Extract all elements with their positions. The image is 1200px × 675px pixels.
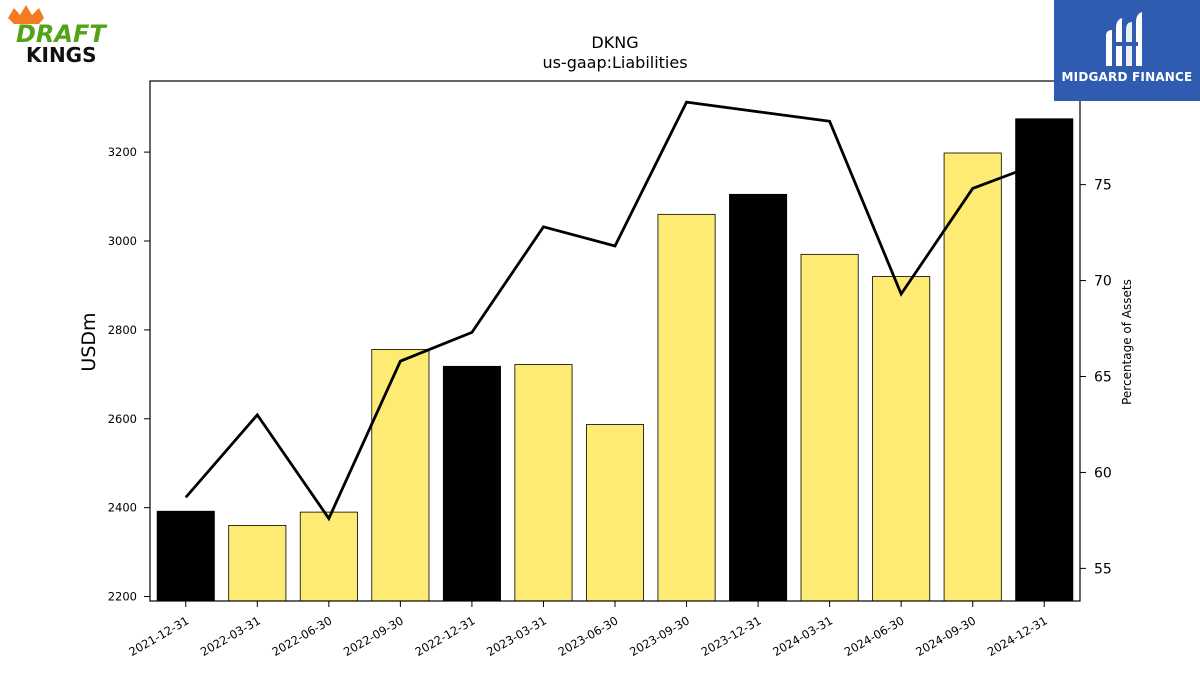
x-tick-label: 2022-06-30 bbox=[269, 613, 334, 659]
bar-2024-06-30 bbox=[872, 276, 931, 602]
percentage-line bbox=[184, 100, 1045, 522]
chart-subtitle: us-gaap:Liabilities bbox=[542, 53, 687, 72]
draftkings-logo: DRAFT KINGS bbox=[6, 4, 124, 67]
chart-title: DKNG bbox=[591, 33, 638, 52]
bar-2022-06-30 bbox=[299, 511, 358, 602]
y-axis-right: 55 60 65 70 75 bbox=[1080, 178, 1112, 577]
midgard-emblem-icon bbox=[1106, 12, 1142, 66]
bar-2023-12-31 bbox=[729, 193, 788, 602]
midgard-logo-text: MIDGARD FINANCE bbox=[1061, 70, 1193, 84]
bar-2022-03-31 bbox=[228, 525, 287, 602]
line-series bbox=[184, 100, 1045, 522]
x-tick-label: 2024-12-31 bbox=[985, 613, 1050, 659]
y-tick-label: 2400 bbox=[108, 501, 137, 515]
y2-tick-label: 70 bbox=[1094, 274, 1112, 290]
y-tick-label: 2200 bbox=[108, 590, 137, 604]
y2-tick-label: 75 bbox=[1094, 178, 1112, 194]
x-tick-label: 2024-09-30 bbox=[913, 613, 978, 659]
x-tick-label: 2023-03-31 bbox=[484, 613, 549, 659]
bar-group bbox=[156, 118, 1074, 602]
x-tick-label: 2023-12-31 bbox=[699, 613, 764, 659]
midgard-finance-logo: MIDGARD FINANCE bbox=[1054, 0, 1200, 101]
bar-2024-09-30 bbox=[943, 152, 1002, 602]
logo-text-kings: KINGS bbox=[26, 43, 97, 66]
x-tick-label: 2024-06-30 bbox=[842, 613, 907, 659]
bar-2023-03-31 bbox=[514, 364, 573, 602]
x-axis: 2021-12-31 2022-03-31 2022-06-30 2022-09-30… bbox=[126, 601, 1050, 659]
y-tick-label: 3000 bbox=[108, 234, 137, 248]
bar-2024-03-31 bbox=[800, 253, 859, 602]
y-axis-label: USDm bbox=[78, 312, 100, 371]
crown-icon bbox=[8, 5, 44, 24]
y-axis-left: 2200 2400 2600 2800 3000 3200 bbox=[108, 145, 150, 604]
bar-2024-12-31 bbox=[1015, 118, 1074, 602]
y2-tick-label: 65 bbox=[1094, 369, 1112, 385]
bar-2021-12-31 bbox=[156, 510, 215, 602]
logo-text-draft: DRAFT bbox=[16, 20, 107, 48]
bar-2023-09-30 bbox=[657, 213, 716, 602]
bar-2022-12-31 bbox=[442, 365, 501, 602]
y2-axis-label: Percentage of Assets bbox=[1120, 279, 1134, 405]
y-tick-label: 3200 bbox=[108, 145, 137, 159]
y2-tick-label: 60 bbox=[1094, 465, 1112, 481]
x-tick-label: 2022-09-30 bbox=[341, 613, 406, 659]
y-tick-label: 2800 bbox=[108, 323, 137, 337]
x-tick-label: 2021-12-31 bbox=[126, 613, 191, 659]
x-tick-label: 2022-03-31 bbox=[198, 613, 263, 659]
x-tick-label: 2023-09-30 bbox=[627, 613, 692, 659]
x-tick-label: 2023-06-30 bbox=[556, 613, 621, 659]
bar-2022-09-30 bbox=[371, 349, 430, 602]
x-tick-label: 2022-12-31 bbox=[413, 613, 478, 659]
x-tick-label: 2024-03-31 bbox=[770, 613, 835, 659]
y2-tick-label: 55 bbox=[1094, 561, 1112, 577]
y-tick-label: 2600 bbox=[108, 412, 137, 426]
bar-2023-06-30 bbox=[585, 424, 645, 602]
